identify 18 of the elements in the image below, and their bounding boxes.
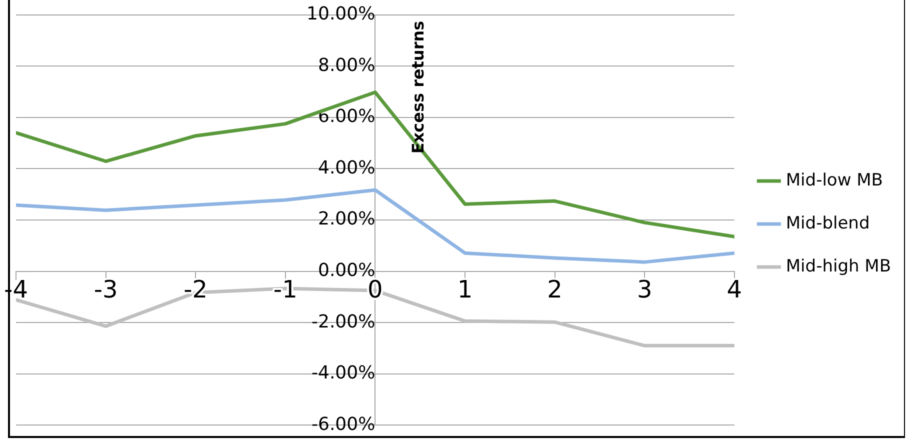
x-tick-label: 2 xyxy=(547,276,562,304)
legend-label: Mid-blend xyxy=(786,213,870,234)
y-tick-label: -4.00% xyxy=(312,362,376,384)
y-tick-label: -6.00% xyxy=(312,414,376,435)
y-tick-label: 2.00% xyxy=(318,208,376,230)
x-tick-label: -2 xyxy=(184,276,208,304)
y-tick-label: 8.00% xyxy=(318,54,376,76)
y-tick-label: 10.00% xyxy=(306,3,376,24)
x-tick-label: -3 xyxy=(94,276,118,304)
x-tick-label: 3 xyxy=(636,276,652,304)
y-tick-label: -2.00% xyxy=(312,311,376,332)
legend-label: Mid-low MB xyxy=(786,170,883,190)
x-tick-label: -1 xyxy=(273,276,298,304)
y-axis-title: Excess returns xyxy=(408,20,428,154)
x-tick-label: 4 xyxy=(726,276,742,304)
legend-label: Mid-high MB xyxy=(786,256,892,276)
x-tick-label: 1 xyxy=(457,276,473,304)
y-tick-label: 4.00% xyxy=(318,157,376,178)
